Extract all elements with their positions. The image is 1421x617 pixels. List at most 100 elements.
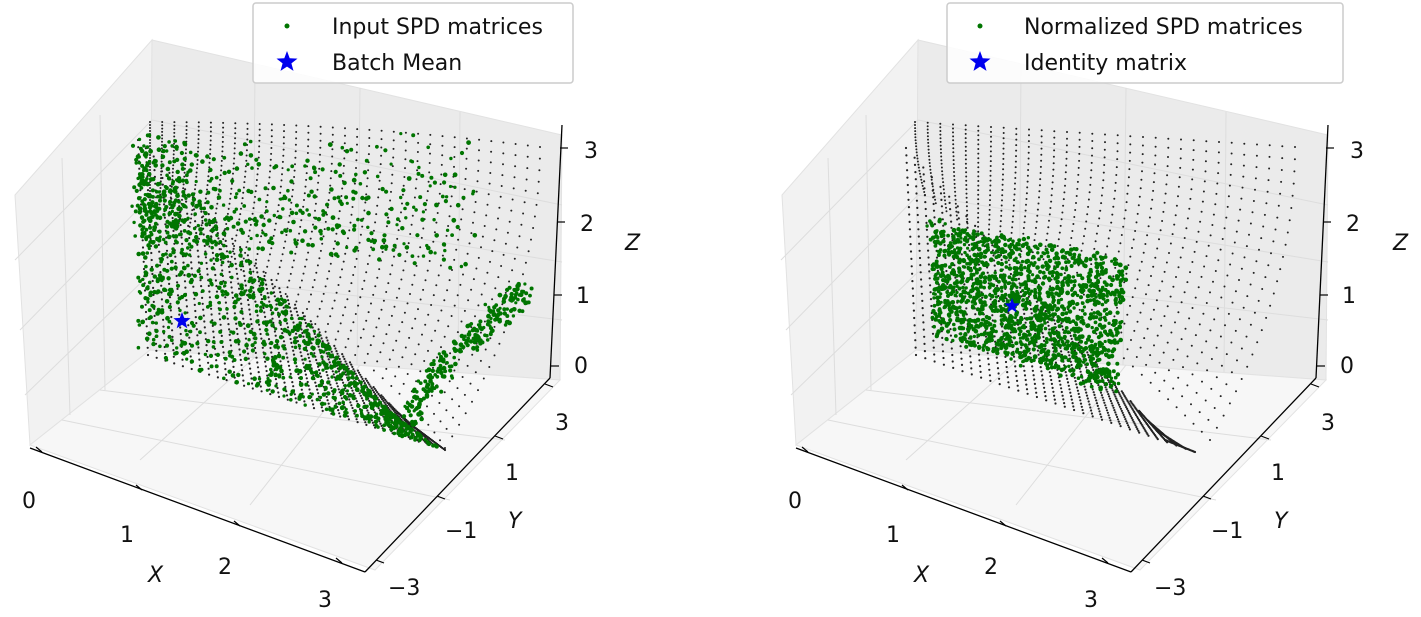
surface-point	[198, 358, 201, 361]
data-point	[161, 253, 166, 257]
surface-point	[254, 346, 257, 350]
surface-point	[922, 166, 925, 169]
data-point	[198, 330, 202, 335]
data-point	[238, 322, 243, 328]
surface-point	[193, 303, 196, 306]
surface-point	[347, 237, 349, 240]
surface-point	[208, 224, 211, 227]
surface-point	[977, 152, 980, 155]
surface-point	[914, 353, 918, 357]
surface-point	[216, 370, 219, 373]
surface-point	[1033, 382, 1036, 385]
surface-point	[1019, 255, 1022, 258]
surface-point	[1154, 136, 1157, 139]
surface-point	[1002, 142, 1005, 145]
surface-point	[348, 229, 351, 232]
data-point	[145, 133, 150, 138]
surface-point	[456, 387, 459, 390]
z-axis-label: Z	[624, 231, 641, 256]
surface-point	[914, 130, 917, 133]
surface-point	[242, 317, 245, 320]
surface-point	[197, 150, 199, 153]
surface-point	[149, 139, 151, 141]
surface-point	[190, 261, 193, 264]
surface-point	[914, 127, 917, 130]
grid-line	[1223, 111, 1227, 373]
surface-point	[905, 154, 908, 157]
surface-point	[189, 349, 192, 352]
legend: Input SPD matrices Batch Mean	[252, 2, 574, 84]
surface-point	[367, 169, 370, 172]
data-point	[208, 167, 213, 173]
data-point	[173, 185, 179, 191]
surface-point	[1137, 418, 1141, 421]
surface-point	[330, 162, 333, 165]
surface-point	[921, 307, 924, 310]
surface-point	[312, 223, 314, 226]
surface-point	[941, 336, 944, 339]
data-point	[294, 368, 299, 374]
surface-point	[502, 152, 505, 155]
data-point	[475, 348, 480, 352]
data-point	[443, 353, 449, 358]
surface-point	[359, 296, 362, 299]
surface-point	[152, 155, 155, 158]
data-point	[187, 242, 192, 246]
surface-point	[448, 215, 451, 218]
surface-point	[1123, 217, 1126, 220]
surface-point	[379, 351, 382, 354]
surface-point	[1070, 395, 1073, 398]
surface-point	[235, 322, 238, 325]
data-point	[259, 305, 263, 309]
surface-point	[917, 166, 920, 169]
data-point	[317, 383, 322, 388]
data-point	[451, 217, 457, 223]
surface-point	[314, 381, 317, 384]
surface-point	[914, 124, 916, 126]
data-point	[279, 297, 284, 301]
surface-point	[440, 163, 443, 166]
surface-point	[1064, 171, 1067, 174]
surface-point	[1127, 409, 1130, 412]
surface-point	[337, 388, 340, 391]
surface-point	[1103, 156, 1106, 159]
surface-point	[956, 218, 959, 221]
data-point	[180, 166, 185, 171]
surface-point	[1066, 377, 1069, 380]
data-point	[430, 375, 435, 380]
surface-point	[1084, 227, 1087, 230]
surface-point	[504, 291, 507, 294]
surface-point	[491, 298, 494, 301]
data-point	[261, 340, 266, 346]
data-point	[306, 242, 311, 247]
surface-point	[204, 332, 207, 335]
surface-point	[1012, 204, 1015, 207]
surface-point	[988, 213, 991, 216]
surface-point	[369, 344, 372, 347]
data-point	[144, 236, 148, 240]
data-point	[326, 380, 331, 385]
data-point	[218, 329, 223, 334]
surface-point	[241, 369, 244, 372]
data-point	[256, 246, 261, 251]
surface-point	[1090, 308, 1093, 311]
surface-point	[941, 170, 944, 173]
data-point	[294, 211, 299, 216]
data-point	[273, 164, 279, 169]
data-point	[303, 347, 308, 352]
data-point	[175, 169, 180, 175]
surface-point	[957, 211, 960, 214]
surface-point	[204, 197, 207, 200]
data-point	[401, 188, 406, 193]
surface-point	[215, 359, 218, 362]
surface-point	[327, 199, 330, 202]
surface-point	[192, 285, 195, 288]
surface-point	[932, 192, 935, 195]
data-point	[285, 329, 290, 334]
data-point	[220, 260, 225, 265]
surface-point	[939, 140, 942, 143]
surface-point	[914, 133, 917, 136]
surface-point	[1099, 277, 1102, 280]
data-point	[298, 334, 303, 338]
surface-point	[363, 382, 366, 385]
